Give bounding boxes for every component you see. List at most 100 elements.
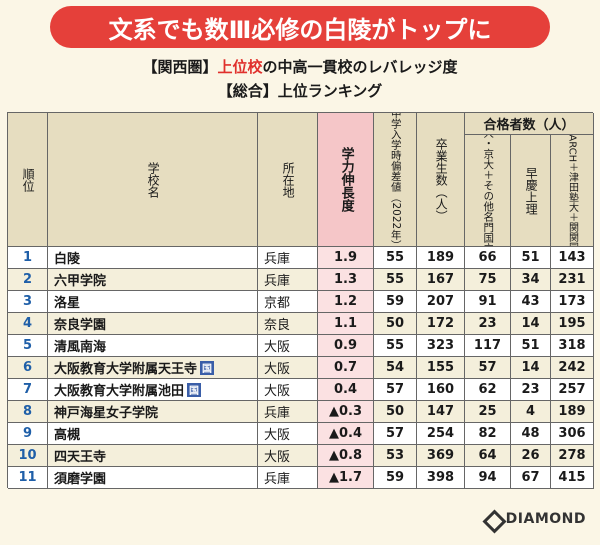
- growth-cell-text: 0.7: [333, 360, 358, 375]
- rank-cell-text: 2: [22, 272, 33, 287]
- school-name-cell: 四天王寺: [48, 445, 258, 467]
- logo-text: DIAMOND: [505, 511, 586, 527]
- waseda-keio-cell: 43: [511, 291, 551, 313]
- todai-kyodai-cell: 64: [465, 445, 511, 467]
- growth-cell: 0.9: [318, 335, 374, 357]
- graduates-cell-text: 155: [426, 360, 455, 375]
- header-rank-label: 順位: [21, 167, 36, 192]
- rank-cell-text: 7: [22, 382, 33, 397]
- header-passers-group: 合格者数（人）: [465, 113, 594, 135]
- growth-cell: 1.9: [318, 247, 374, 269]
- waseda-keio-cell: 48: [511, 423, 551, 445]
- gmarch-cell: 231: [551, 269, 594, 291]
- header-gmarch-label: GMARCH＋津田塾大＋関関同立: [566, 135, 578, 247]
- header-gmarch: GMARCH＋津田塾大＋関関同立: [551, 135, 594, 247]
- gmarch-cell-text: 257: [558, 382, 586, 397]
- rank-cell-text: 6: [22, 360, 33, 375]
- waseda-keio-cell-text: 4: [525, 404, 536, 419]
- growth-cell: ▲1.7: [318, 467, 374, 489]
- location-cell-text: 兵庫: [264, 274, 291, 289]
- todai-kyodai-cell: 82: [465, 423, 511, 445]
- school-name-cell-text: 六甲学院: [54, 274, 107, 289]
- school-name-cell-text: 清風南海: [54, 340, 107, 355]
- rank-cell: 8: [8, 401, 48, 423]
- rank-cell: 2: [8, 269, 48, 291]
- subtitle-line-1: 【関西圏】上位校の中高一貫校のレバレッジ度: [0, 56, 600, 77]
- location-cell: 大阪: [258, 379, 318, 401]
- school-name-cell: 大阪教育大学附属天王寺国: [48, 357, 258, 379]
- gmarch-cell-text: 278: [558, 448, 586, 463]
- subtitle-region: 【関西圏】: [142, 58, 218, 76]
- location-cell: 兵庫: [258, 401, 318, 423]
- graduates-cell: 398: [417, 467, 465, 489]
- header-rank: 順位: [8, 113, 48, 247]
- graduates-cell: 189: [417, 247, 465, 269]
- header-growth-label: 学力伸長度: [338, 147, 354, 212]
- deviation-cell: 50: [374, 313, 417, 335]
- location-cell-text: 大阪: [264, 340, 291, 355]
- graduates-cell-text: 147: [426, 404, 455, 419]
- graduates-cell-text: 398: [426, 470, 455, 485]
- waseda-keio-cell: 23: [511, 379, 551, 401]
- graduates-cell-text: 160: [426, 382, 455, 397]
- national-school-badge: 国: [200, 360, 215, 375]
- deviation-cell-text: 53: [385, 448, 405, 463]
- waseda-keio-cell: 34: [511, 269, 551, 291]
- growth-cell-text: ▲0.8: [328, 448, 363, 463]
- rank-cell: 10: [8, 445, 48, 467]
- deviation-cell: 55: [374, 335, 417, 357]
- growth-cell-text: 1.9: [333, 250, 358, 265]
- title-banner: 文系でも数Ⅲ必修の白陵がトップに: [50, 6, 550, 48]
- subtitle-rest: の中高一貫校のレバレッジ度: [262, 58, 458, 76]
- waseda-keio-cell-text: 43: [521, 294, 540, 309]
- header-graduates-label: 卒業生数（人）: [434, 137, 449, 222]
- rank-cell-text: 10: [18, 448, 37, 463]
- rank-cell: 9: [8, 423, 48, 445]
- waseda-keio-cell-text: 51: [521, 338, 540, 353]
- location-cell: 大阪: [258, 445, 318, 467]
- ranking-table: 順位 学校名 所在地 学力伸長度 中学入学時偏差値（2022年） 卒業生数（人）…: [7, 112, 594, 489]
- todai-kyodai-cell-text: 62: [478, 382, 497, 397]
- gmarch-cell-text: 173: [558, 294, 586, 309]
- header-todai-kyodai-label: 東大・京大＋その他名門国立大: [482, 135, 495, 247]
- header-graduates: 卒業生数（人）: [417, 113, 465, 247]
- school-name-cell: 奈良学園: [48, 313, 258, 335]
- todai-kyodai-cell-text: 75: [478, 272, 497, 287]
- header-growth: 学力伸長度: [318, 113, 374, 247]
- header-waseda-keio-label: 早慶上理: [524, 166, 539, 215]
- waseda-keio-cell-text: 48: [521, 426, 540, 441]
- school-name-cell-text: 洛星: [54, 296, 81, 311]
- growth-cell-text: 1.3: [333, 272, 358, 287]
- graduates-cell: 172: [417, 313, 465, 335]
- waseda-keio-cell: 51: [511, 335, 551, 357]
- deviation-cell-text: 57: [385, 426, 405, 441]
- growth-cell: 1.3: [318, 269, 374, 291]
- graduates-cell: 207: [417, 291, 465, 313]
- location-cell-text: 兵庫: [264, 472, 291, 487]
- rank-cell-text: 11: [18, 470, 37, 485]
- todai-kyodai-cell-text: 82: [478, 426, 497, 441]
- gmarch-cell-text: 195: [558, 316, 586, 331]
- school-name-cell: 六甲学院: [48, 269, 258, 291]
- growth-cell-text: 0.9: [333, 338, 358, 353]
- school-name-cell-text: 須磨学園: [54, 472, 107, 487]
- waseda-keio-cell: 67: [511, 467, 551, 489]
- growth-cell: 0.4: [318, 379, 374, 401]
- diamond-logo: DIAMOND: [483, 510, 586, 528]
- graduates-cell: 155: [417, 357, 465, 379]
- deviation-cell: 53: [374, 445, 417, 467]
- deviation-cell-text: 59: [385, 470, 405, 485]
- school-name-cell: 高槻: [48, 423, 258, 445]
- location-cell: 奈良: [258, 313, 318, 335]
- diamond-logo-icon: [483, 510, 501, 528]
- deviation-cell: 57: [374, 423, 417, 445]
- location-cell-text: 兵庫: [264, 406, 291, 421]
- todai-kyodai-cell: 62: [465, 379, 511, 401]
- gmarch-cell-text: 306: [558, 426, 586, 441]
- school-name-cell: 白陵: [48, 247, 258, 269]
- school-name-cell-text: 大阪教育大学附属池田: [54, 384, 185, 399]
- location-cell: 兵庫: [258, 269, 318, 291]
- gmarch-cell: 306: [551, 423, 594, 445]
- school-name-cell-text: 大阪教育大学附属天王寺: [54, 362, 198, 377]
- growth-cell: ▲0.3: [318, 401, 374, 423]
